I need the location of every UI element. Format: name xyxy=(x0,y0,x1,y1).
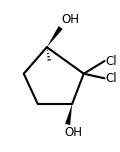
Polygon shape xyxy=(65,104,72,125)
Text: OH: OH xyxy=(62,13,80,26)
Text: Cl: Cl xyxy=(106,55,117,67)
Polygon shape xyxy=(47,26,63,47)
Text: Cl: Cl xyxy=(106,72,117,85)
Text: OH: OH xyxy=(64,126,82,139)
